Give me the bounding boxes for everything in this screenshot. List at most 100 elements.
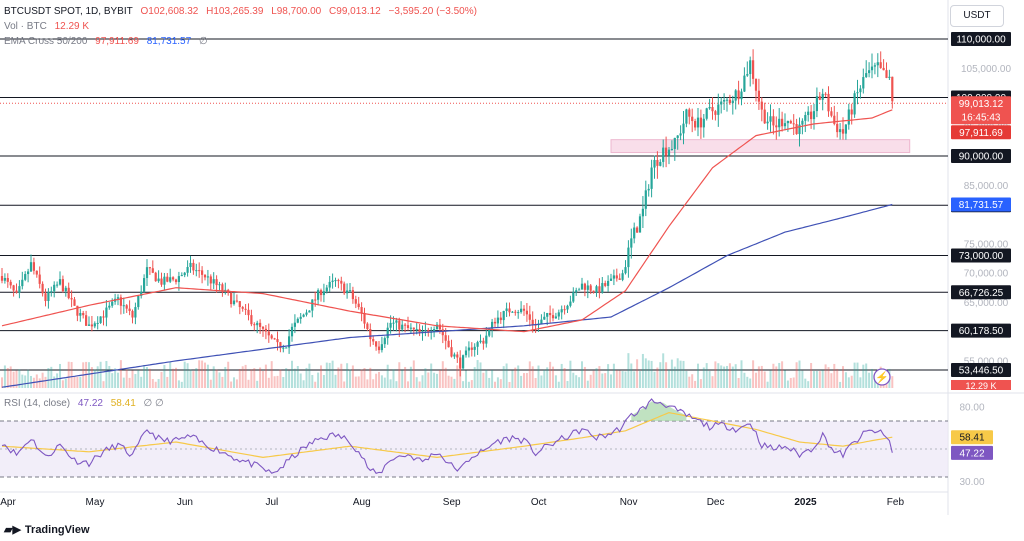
candle-body — [888, 76, 891, 78]
candle-body — [636, 227, 639, 233]
candle-body — [670, 148, 673, 150]
candle-body — [772, 116, 775, 126]
volume-bar — [844, 372, 847, 388]
tradingview-logo[interactable]: ▰▶ TradingView — [4, 523, 90, 536]
volume-bar — [543, 369, 546, 388]
candle-body — [76, 305, 79, 316]
rsi-label[interactable]: RSI (14, close) — [4, 398, 71, 409]
level-badge-bg — [951, 248, 1011, 263]
candle-body — [891, 76, 894, 102]
volume-bar — [737, 377, 740, 388]
candle-body — [203, 274, 207, 278]
candle-body — [99, 316, 102, 323]
candle-body — [375, 341, 378, 347]
candle-body — [830, 111, 833, 116]
volume-bar — [140, 376, 143, 388]
volume-bar — [444, 367, 447, 388]
ohlc-header: BTCUSDT SPOT, 1D, BYBIT O102,608.32 H103… — [4, 6, 482, 17]
volume-bar — [372, 379, 375, 388]
rsi-value-badge: 47.22 — [959, 448, 984, 459]
candle-body — [818, 96, 821, 100]
volume-bar — [508, 381, 511, 388]
candle-body — [694, 121, 697, 128]
candle-body — [9, 281, 12, 286]
candle-body — [38, 274, 41, 284]
volume-bar — [557, 381, 560, 388]
volume-bar — [525, 373, 528, 388]
candle-body — [282, 347, 285, 349]
volume-bar — [128, 377, 131, 388]
volume-bar — [35, 374, 38, 388]
price-axis-label: 85,000.00 — [964, 181, 1009, 192]
volume-bar — [427, 372, 430, 388]
candle-body — [580, 283, 584, 290]
volume-bar — [598, 366, 601, 388]
candle-body — [873, 65, 876, 67]
volume-bar — [279, 369, 282, 388]
ema-header: EMA Cross 50/200 97,911.69 81,731.57 ∅ — [4, 36, 213, 47]
volume-bar — [746, 376, 749, 388]
volume-bar — [73, 376, 76, 388]
candle-body — [841, 129, 845, 134]
volume-bar — [392, 369, 395, 388]
volume-bar — [154, 381, 157, 388]
candle-body — [273, 338, 276, 340]
volume-bar — [673, 366, 676, 388]
candle-body — [32, 262, 35, 271]
ema-label[interactable]: EMA Cross 50/200 — [4, 36, 88, 47]
ema-settings-icon[interactable]: ∅ — [198, 36, 208, 47]
candle-body — [844, 124, 847, 134]
volume-bar — [662, 353, 665, 388]
candle-body — [456, 354, 459, 358]
volume-bar — [201, 360, 204, 388]
candle-body — [163, 276, 166, 285]
volume-bar — [801, 370, 804, 388]
volume-bar — [491, 370, 494, 388]
volume-bar — [160, 371, 163, 388]
volume-bar — [404, 366, 407, 388]
volume-bar — [41, 372, 44, 388]
volume-bar — [850, 375, 853, 388]
rsi-settings-icon[interactable]: ∅ ∅ — [143, 398, 164, 409]
currency-button[interactable]: USDT — [950, 5, 1004, 27]
volume-bar — [325, 362, 328, 388]
candle-body — [630, 238, 633, 248]
candle-body — [847, 109, 850, 125]
candle-body — [760, 101, 763, 110]
volume-bar — [531, 366, 534, 388]
volume-bar — [169, 361, 172, 388]
volume-bar — [273, 376, 276, 388]
symbol-label[interactable]: BTCUSDT SPOT, 1D, BYBIT — [4, 6, 133, 17]
candle-body — [749, 60, 752, 75]
candle-body — [624, 267, 627, 274]
candle-body — [757, 90, 760, 102]
volume-bar — [102, 381, 105, 388]
volume-label[interactable]: Vol · BTC — [4, 21, 47, 32]
candle-body — [41, 283, 44, 294]
volume-bar — [659, 362, 662, 388]
volume-bar — [717, 363, 720, 388]
volume-bar — [647, 360, 650, 388]
candle-body — [180, 275, 183, 277]
candle-body — [717, 104, 720, 115]
volume-badge: 12.29 K — [965, 381, 996, 391]
candle-body — [340, 280, 343, 284]
volume-bar — [467, 381, 470, 388]
volume-bar — [456, 365, 459, 388]
candle-body — [865, 73, 868, 78]
candle-body — [662, 147, 665, 162]
candle-body — [12, 285, 15, 291]
candle-body — [868, 70, 871, 74]
candle-body — [473, 346, 476, 350]
level-badge: 60,178.50 — [959, 326, 1004, 337]
candle-body — [290, 326, 294, 337]
current-price-badge: 99,013.12 — [959, 99, 1004, 110]
volume-bar — [546, 367, 549, 388]
candle-body — [296, 318, 299, 323]
candle-body — [424, 329, 427, 332]
volume-bar — [93, 369, 96, 388]
volume-bar — [743, 372, 746, 388]
open-value: O102,608.32 — [140, 6, 199, 17]
volume-bar — [871, 368, 873, 388]
volume-bar — [665, 362, 668, 388]
